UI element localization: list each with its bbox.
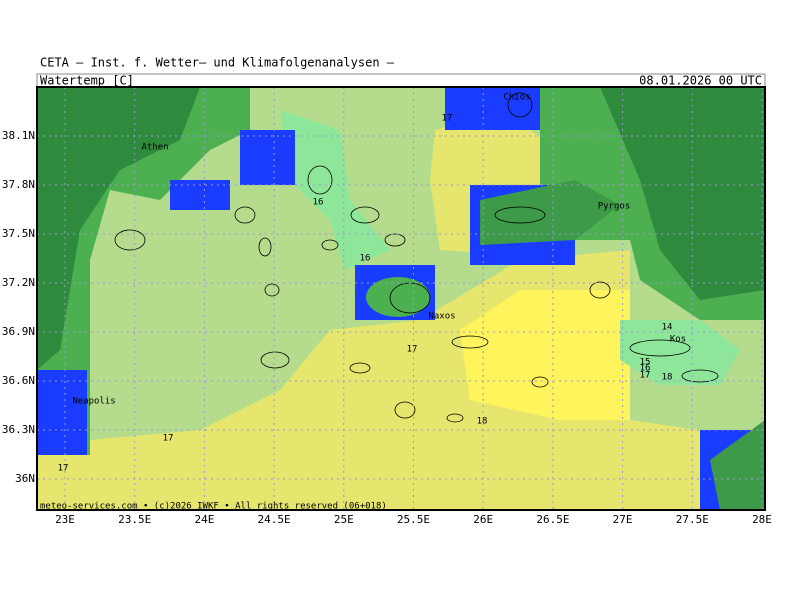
place-label: Chios	[503, 93, 530, 103]
sea-cold	[240, 130, 295, 185]
lat-label: 36.6N	[2, 374, 35, 387]
lat-label: 38.1N	[2, 129, 35, 142]
lat-label: 37.5N	[2, 227, 35, 240]
map-frame	[36, 86, 766, 511]
sea-cold	[445, 87, 540, 130]
lon-label: 26.5E	[536, 513, 569, 526]
place-label: Naxos	[428, 312, 455, 322]
land	[710, 420, 765, 510]
place-label: Athen	[141, 143, 168, 153]
lon-label: 27.5E	[676, 513, 709, 526]
contour-label: 17	[640, 371, 651, 381]
lon-label: 26E	[473, 513, 493, 526]
lon-label: 24.5E	[258, 513, 291, 526]
contour-label: 18	[662, 373, 673, 383]
lat-label: 37.8N	[2, 178, 35, 191]
map-labels: AthenChiosPyrgosNaxosKosNeapolis17161617…	[58, 93, 687, 474]
sea-shallow	[620, 320, 740, 385]
footer: meteo-services.com • (c)2026 IWKF • All …	[40, 502, 387, 512]
island-outlines	[114, 92, 719, 423]
sea-cold	[37, 370, 87, 455]
lon-label: 23E	[55, 513, 75, 526]
contour-label: 17	[58, 464, 69, 474]
lat-label: 36N	[15, 472, 35, 485]
map-area: AthenChiosPyrgosNaxosKosNeapolis17161617…	[36, 86, 766, 511]
land	[600, 87, 765, 300]
valid-time: 08.01.2026 00 UTC	[639, 74, 762, 88]
sea-shallow	[280, 110, 390, 270]
lat-label: 36.3N	[2, 423, 35, 436]
contour-label: 14	[662, 323, 673, 333]
header-institute: CETA — Inst. f. Wetter— und Klimafolgena…	[40, 56, 395, 70]
place-label: Pyrgos	[598, 202, 631, 212]
lon-label: 23.5E	[118, 513, 151, 526]
contour-label: 18	[477, 417, 488, 427]
contour-label: 16	[360, 254, 371, 264]
parameter-title: Watertemp [C]	[40, 74, 134, 88]
sea-warmest	[460, 290, 630, 420]
contour-label: 16	[640, 364, 651, 374]
land	[37, 87, 200, 370]
lon-label: 24E	[194, 513, 214, 526]
contour-label: 17	[407, 345, 418, 355]
lat-label: 36.9N	[2, 325, 35, 338]
contour-label: 16	[313, 198, 324, 208]
contour-label: 17	[163, 434, 174, 444]
lon-label: 25E	[334, 513, 354, 526]
lon-label: 28E	[752, 513, 772, 526]
contour-label: 15	[640, 358, 651, 368]
lon-label: 27E	[613, 513, 633, 526]
lon-label: 25.5E	[397, 513, 430, 526]
contour-label: 17	[442, 114, 453, 124]
lat-label: 37.2N	[2, 276, 35, 289]
place-label: Kos	[670, 335, 686, 345]
land	[480, 180, 620, 245]
graticule	[37, 87, 765, 510]
place-label: Neapolis	[72, 397, 115, 407]
